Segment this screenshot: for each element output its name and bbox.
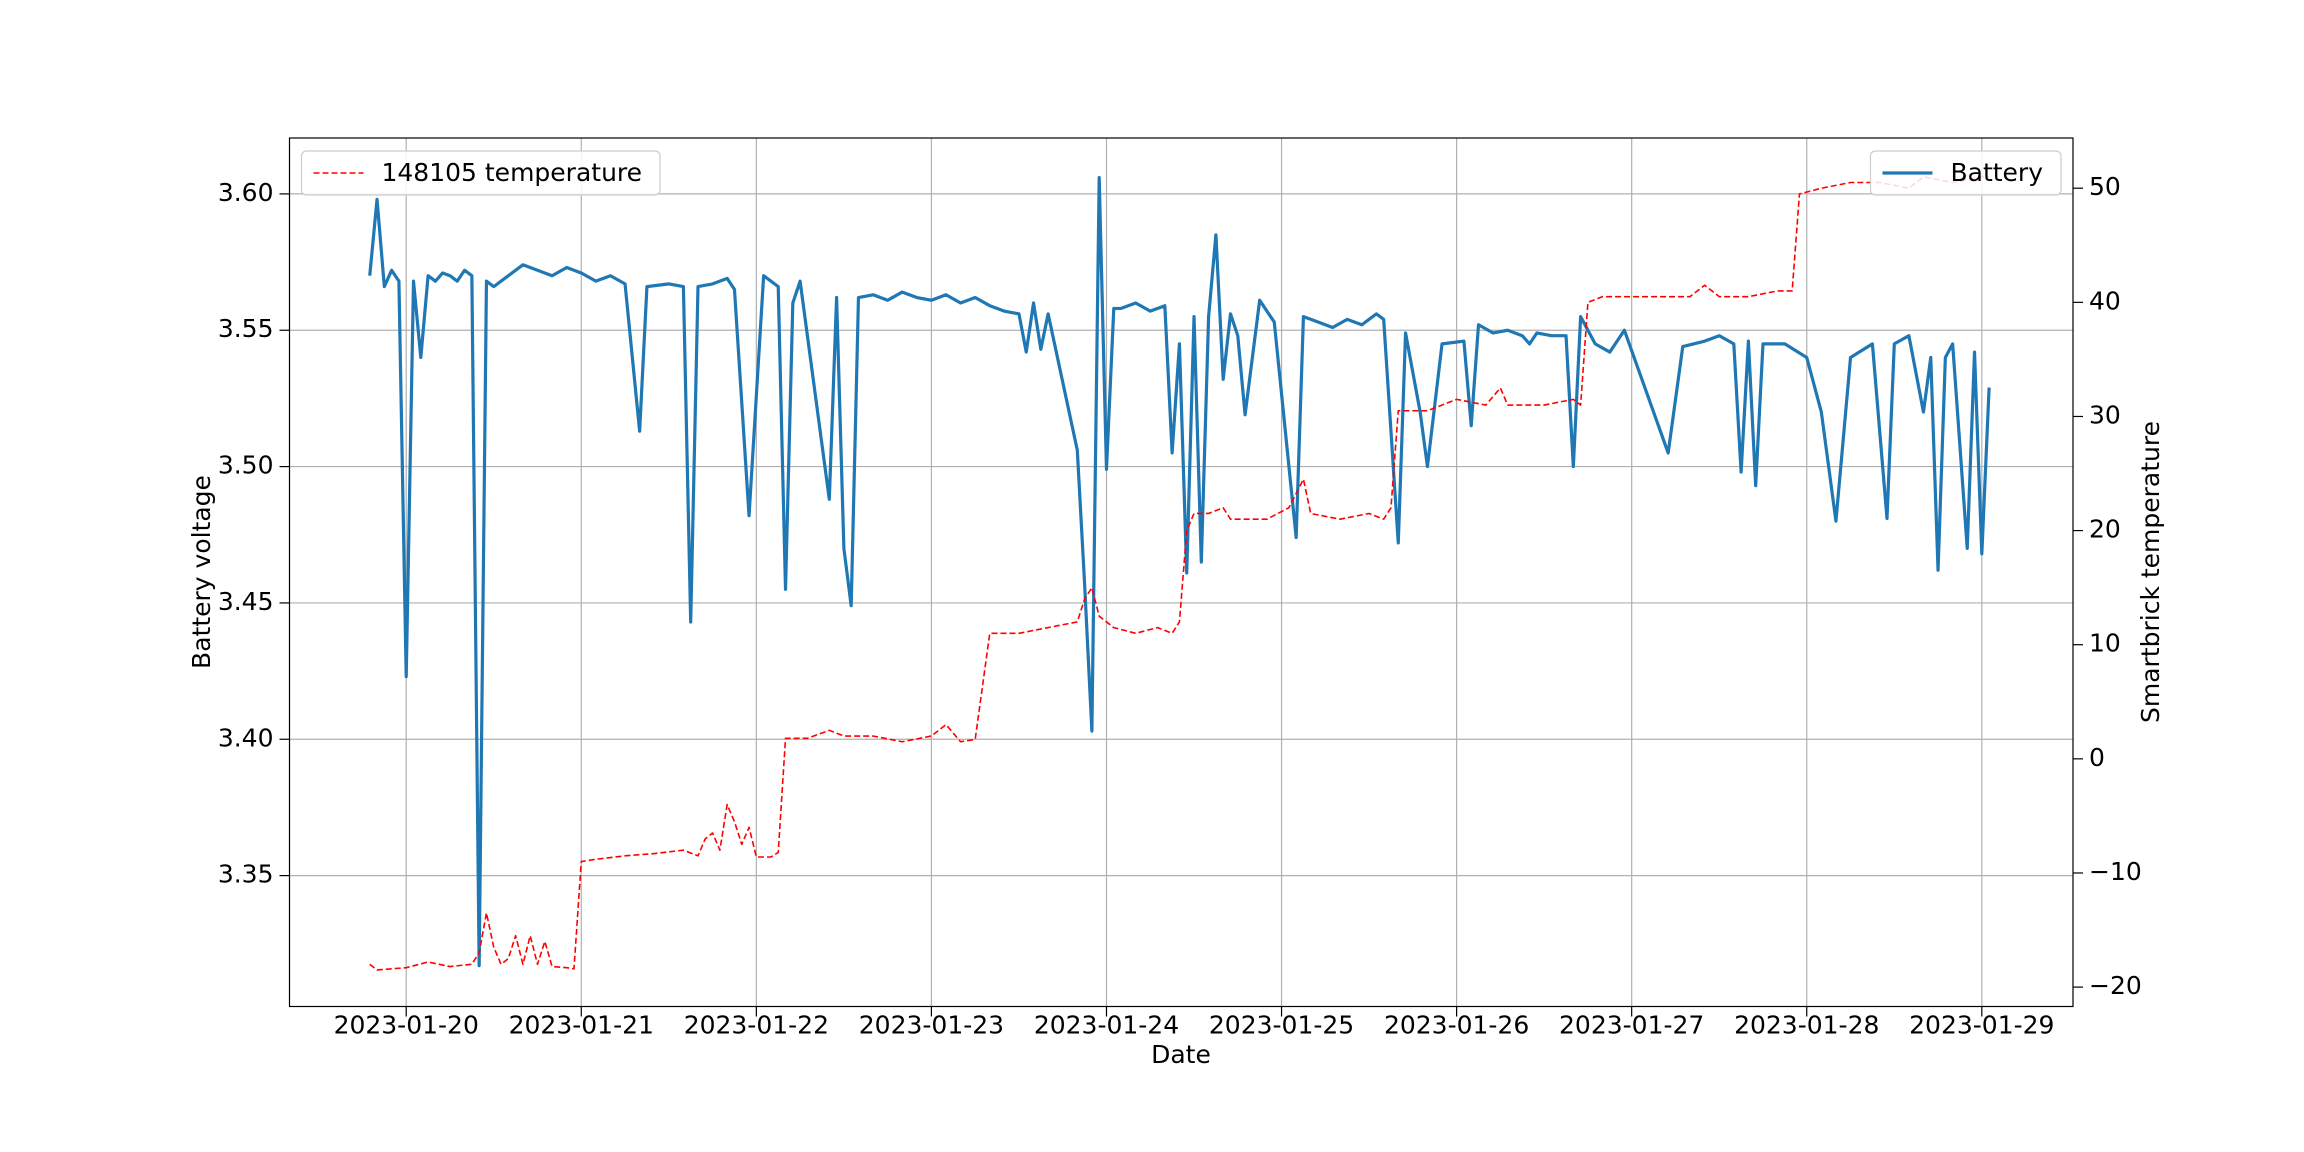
lines [368,175,1991,971]
legend: Battery [1869,150,2062,196]
plot-frame [288,137,2074,1008]
x-tick-label: 2023-01-24 [1034,1011,1179,1040]
legend-label: Battery [1950,158,2043,187]
y2-tick-label: 40 [2089,286,2121,315]
x-tick-label: 2023-01-23 [859,1011,1004,1040]
y2-tick-label: 0 [2089,743,2105,772]
y-tick-label: 3.35 [218,860,274,889]
y2-axis-label: Smartbrick temperature [2136,421,2165,723]
y2-tick-label: 20 [2089,515,2121,544]
x-tick-label: 2023-01-28 [1734,1011,1879,1040]
y-tick-label: 3.45 [218,587,274,616]
y2-tick-label: −10 [2089,857,2142,886]
x-tick-label: 2023-01-26 [1384,1011,1529,1040]
x-axis-label: Date [1151,1040,1211,1069]
x-tick-label: 2023-01-29 [1909,1011,2054,1040]
y-tick-label: 3.40 [218,723,274,752]
legend-box [1869,150,2062,196]
y2-tick-label: 10 [2089,629,2121,658]
y-tick-label: 3.50 [218,451,274,480]
y2-tick-label: 50 [2089,172,2121,201]
x-tick-label: 2023-01-20 [334,1011,479,1040]
x-tick-label: 2023-01-27 [1559,1011,1704,1040]
y-tick-label: 3.55 [218,314,274,343]
series-line [368,175,1991,968]
x-tick-label: 2023-01-22 [684,1011,829,1040]
series-line [369,176,1990,971]
x-tick-label: 2023-01-21 [509,1011,654,1040]
y2-tick-label: 30 [2089,400,2121,429]
x-tick-label: 2023-01-25 [1209,1011,1354,1040]
y-tick-label: 3.60 [218,178,274,207]
legend-label: 148105 temperature [382,158,643,187]
grid [289,138,2073,1007]
y2-tick-label: −20 [2089,971,2142,1000]
y-axis-label: Battery voltage [187,475,216,669]
legend: 148105 temperature [300,150,661,196]
legend-box [300,150,661,196]
